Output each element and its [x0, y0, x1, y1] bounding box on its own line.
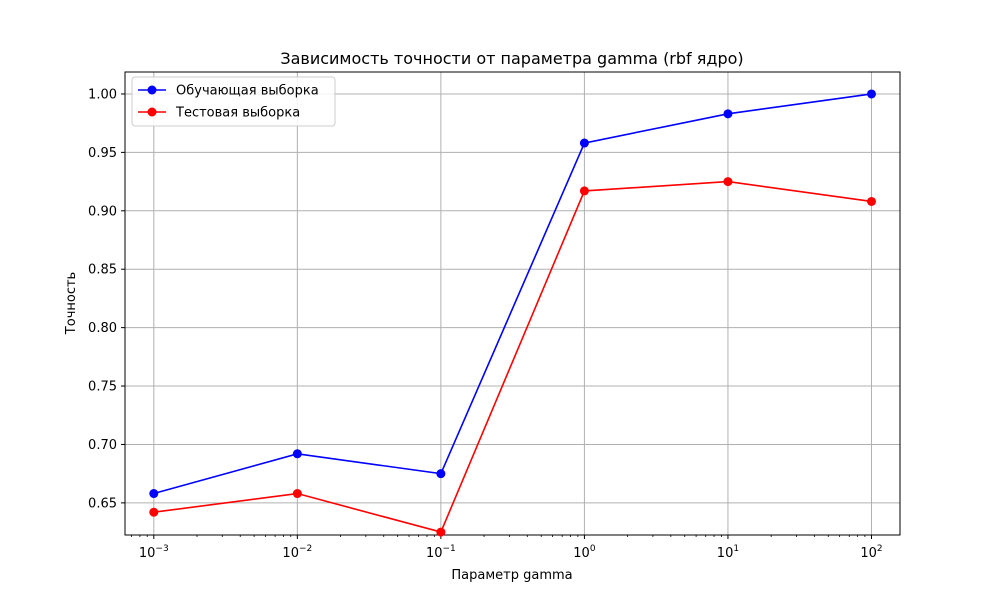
y-tick-label: 1.00	[88, 87, 117, 102]
x-tick-label-base: 10	[139, 546, 156, 561]
x-tick-label-base: 10	[573, 546, 590, 561]
y-tick-label: 0.95	[88, 146, 117, 161]
x-tick-label-exponent: −3	[155, 544, 168, 554]
x-tick-label: 101	[717, 544, 739, 561]
series-1	[149, 89, 876, 499]
y-tick-label: 0.90	[88, 204, 117, 219]
data-point	[866, 89, 876, 99]
data-point	[149, 507, 159, 517]
x-tick-label-exponent: −2	[299, 544, 312, 554]
series-2	[149, 177, 876, 537]
chart-title: Зависимость точности от параметра gamma …	[280, 49, 743, 68]
x-tick-label-base: 10	[717, 546, 734, 561]
x-tick-label-base: 10	[426, 546, 443, 561]
series-line	[153, 93, 872, 495]
legend-marker	[147, 107, 157, 117]
x-tick-label-exponent: 2	[877, 544, 883, 554]
series-line	[153, 180, 872, 534]
ticks: 10−3 10−2 10−1 100 101 1020.650.700.750.800.8…	[88, 87, 883, 561]
data-point	[292, 489, 302, 499]
legend-label: Тестовая выборка	[175, 106, 300, 121]
data-point	[579, 186, 589, 196]
data-point	[866, 196, 876, 206]
legend: Обучающая выборка Тестовая выборка	[131, 76, 336, 127]
x-tick-label: 10−3	[139, 544, 169, 561]
axes	[124, 71, 901, 536]
y-tick-label: 0.70	[88, 438, 117, 453]
legend-box	[131, 76, 336, 127]
x-tick-label: 100	[573, 544, 596, 561]
data-point	[149, 489, 159, 499]
x-tick-label: 10−2	[282, 544, 312, 561]
data-point	[292, 449, 302, 459]
y-tick-label: 0.85	[88, 263, 117, 278]
x-tick-label-exponent: 1	[733, 544, 739, 554]
data-point	[723, 109, 733, 119]
legend-marker	[147, 85, 157, 95]
plot-frame	[124, 71, 901, 536]
y-tick-label: 0.65	[88, 496, 117, 511]
x-tick-label-base: 10	[282, 546, 299, 561]
y-tick-label: 0.75	[88, 380, 117, 395]
series-layer	[149, 89, 876, 537]
x-tick-label: 10−1	[426, 544, 456, 561]
x-tick-label: 102	[860, 544, 882, 561]
data-point	[436, 469, 446, 479]
data-point	[579, 138, 589, 148]
y-tick-label: 0.80	[88, 321, 117, 336]
data-point	[436, 527, 446, 537]
grid	[125, 72, 900, 535]
x-tick-label-base: 10	[860, 546, 877, 561]
x-tick-label-exponent: −1	[443, 544, 456, 554]
legend-label: Обучающая выборка	[176, 84, 319, 99]
data-point	[723, 177, 733, 187]
y-axis-label: Точность	[64, 272, 79, 335]
x-axis-label: Параметр gamma	[451, 568, 572, 583]
x-tick-label-exponent: 0	[590, 544, 596, 554]
